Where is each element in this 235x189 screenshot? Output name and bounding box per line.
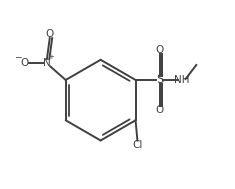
Text: +: + xyxy=(49,53,55,60)
Text: Cl: Cl xyxy=(132,140,143,150)
Text: O: O xyxy=(156,105,164,115)
Text: O: O xyxy=(46,29,54,39)
Text: −: − xyxy=(15,53,22,62)
Text: O: O xyxy=(20,58,28,68)
Text: S: S xyxy=(156,74,163,86)
Text: NH: NH xyxy=(174,75,190,85)
Text: O: O xyxy=(156,45,164,55)
Text: N: N xyxy=(43,58,51,68)
